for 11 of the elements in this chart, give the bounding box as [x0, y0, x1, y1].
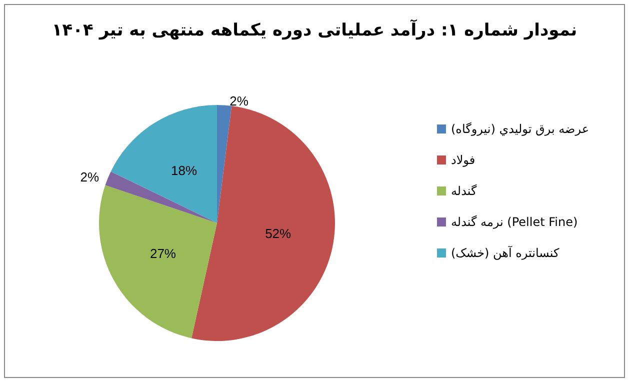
data-label: 2%	[80, 169, 100, 184]
data-label: 52%	[265, 226, 292, 242]
legend-label: عرضه برق توليدي (نيروگاه)	[450, 122, 590, 136]
legend-label: فولاد	[450, 153, 476, 167]
legend-label: گندله	[450, 184, 477, 198]
data-label: 18%	[171, 162, 198, 178]
data-label: 27%	[150, 246, 176, 261]
chart-title: نمودار شماره ۱: درآمد عملیاتی دوره یکماهه منتهی به تیر ۱۴۰۴	[52, 18, 578, 40]
legend-label: کنسانتره آهن (خشک)	[450, 245, 560, 260]
data-label: 2%	[230, 94, 249, 109]
legend-label: نرمه گندله (Pellet Fine)	[450, 215, 578, 229]
